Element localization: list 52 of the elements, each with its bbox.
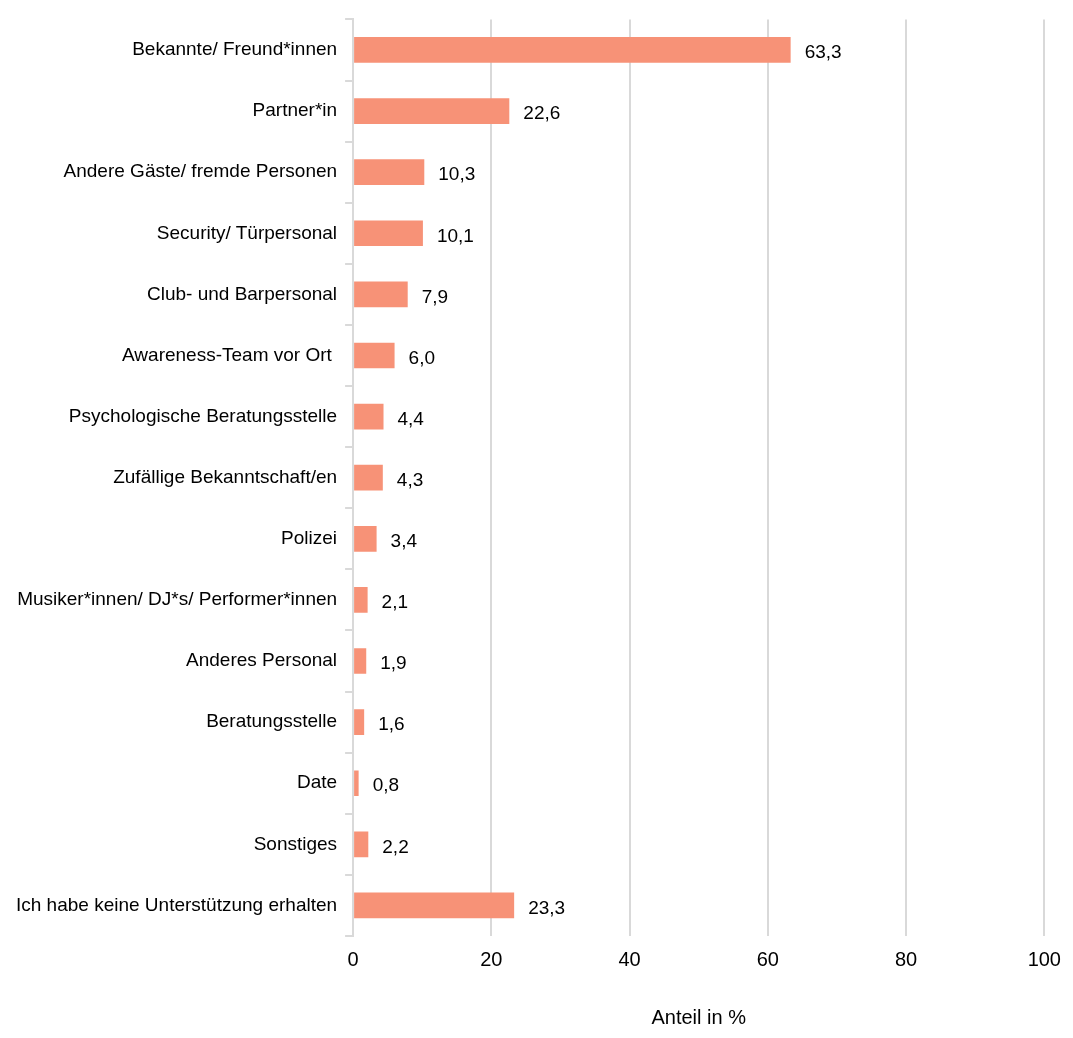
- y-tick-label: Polizei: [281, 527, 338, 549]
- data-label: 10,1: [436, 224, 474, 246]
- x-tick-label: 0: [347, 947, 359, 970]
- y-tick-label: Ich habe keine Unterstützung erhalten: [15, 893, 338, 915]
- bar: [354, 892, 515, 919]
- data-label: 22,6: [523, 102, 561, 124]
- y-tick-label: Security/ Türpersonal: [156, 221, 338, 243]
- x-tick-label: 60: [756, 947, 779, 970]
- bar: [354, 525, 377, 552]
- data-label: 4,3: [396, 468, 424, 490]
- y-tick-label: Anderes Personal: [186, 649, 338, 671]
- data-label: 6,0: [408, 346, 435, 368]
- y-tick-label: Partner*in: [252, 99, 338, 121]
- data-label: 2,2: [382, 835, 409, 857]
- data-label: 23,3: [528, 896, 566, 918]
- x-axis-title: Anteil in %: [651, 1005, 747, 1028]
- y-tick-label: Bekannte/ Freund*innen: [132, 38, 338, 60]
- y-tick-label: Club- und Barpersonal: [146, 282, 338, 304]
- bar: [354, 220, 423, 247]
- x-tick-label: 20: [480, 947, 503, 970]
- x-tick-label: 40: [618, 947, 641, 970]
- x-tick-label: 100: [1027, 947, 1061, 970]
- y-tick-label: Beratungsstelle: [206, 710, 338, 732]
- data-label: 63,3: [804, 41, 842, 63]
- bar: [354, 403, 384, 430]
- y-tick-label: Psychologische Beratungsstelle: [68, 404, 338, 426]
- data-label: 10,3: [438, 163, 476, 185]
- x-tick-label: 80: [894, 947, 918, 970]
- data-label: 4,4: [397, 407, 425, 429]
- bar: [354, 281, 408, 308]
- bar: [354, 342, 395, 369]
- y-tick-label: Date: [296, 771, 338, 793]
- data-label: 0,8: [372, 774, 400, 796]
- data-label: 1,6: [378, 713, 405, 735]
- bar: [354, 831, 369, 858]
- bar: [354, 464, 383, 491]
- y-tick-label: Awareness-Team vor Ort: [122, 343, 338, 365]
- bar: [354, 709, 365, 735]
- bar: [354, 770, 359, 797]
- y-tick-label: Sonstiges: [253, 832, 338, 854]
- bar: [354, 98, 510, 124]
- data-label: 3,4: [390, 530, 418, 552]
- y-tick-label: Andere Gäste/ fremde Personen: [63, 160, 338, 182]
- y-tick-label: Zufällige Bekanntschaft/en: [113, 465, 338, 487]
- data-label: 2,1: [381, 591, 409, 613]
- data-label: 1,9: [380, 652, 407, 674]
- bar: [354, 648, 367, 674]
- bar: [354, 159, 425, 185]
- y-tick-label: Musiker*innen/ DJ*s/ Performer*innen: [17, 588, 338, 610]
- bar: [354, 37, 791, 63]
- bar: [354, 587, 368, 613]
- data-label: 7,9: [421, 285, 449, 307]
